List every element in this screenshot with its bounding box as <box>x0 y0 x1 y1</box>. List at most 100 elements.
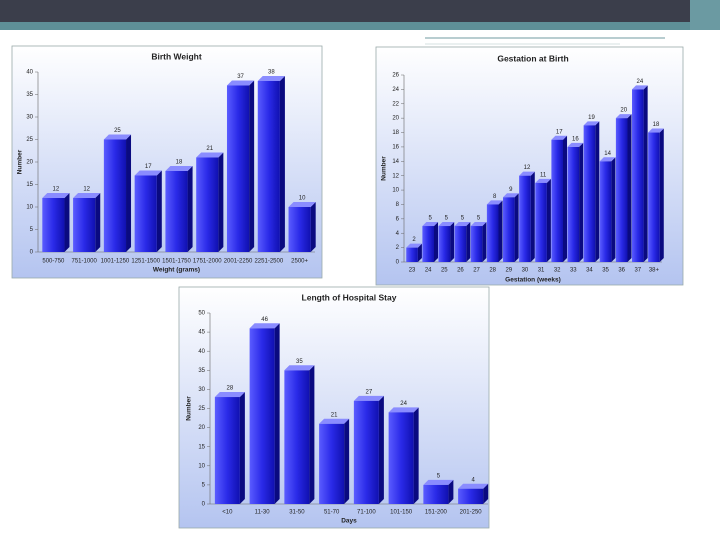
y-tick-label: 6 <box>396 216 400 222</box>
value-label: 9 <box>509 187 513 193</box>
bar <box>284 370 310 504</box>
bar <box>249 328 275 504</box>
value-label: 21 <box>331 412 338 418</box>
bar <box>648 132 660 262</box>
y-tick-label: 0 <box>396 260 400 266</box>
bar-top <box>353 395 384 401</box>
x-tick-label: 101-150 <box>390 510 413 516</box>
x-tick-label: <10 <box>222 510 233 516</box>
x-tick-label: 1001-1250 <box>101 259 130 265</box>
bar <box>458 488 484 504</box>
x-tick-label: 23 <box>409 268 416 274</box>
x-tick-label: 29 <box>505 268 512 274</box>
value-label: 5 <box>477 216 481 222</box>
value-label: 5 <box>461 216 465 222</box>
x-tick-label: 201-250 <box>460 510 483 516</box>
bar <box>503 197 515 262</box>
y-tick-label: 10 <box>392 188 399 194</box>
bar <box>423 484 449 504</box>
x-tick-label: 33 <box>570 268 577 274</box>
chart: Gestation at Birth Gestation (weeks) Numbe… <box>375 46 684 286</box>
bar <box>388 412 414 504</box>
chart: Length of Hospital Stay Days Number 0 5 10 15 2… <box>178 286 490 529</box>
y-tick-label: 35 <box>26 92 33 98</box>
bar-top <box>423 479 454 485</box>
value-label: 11 <box>540 172 547 178</box>
bar <box>319 423 345 504</box>
bar-top <box>42 193 70 198</box>
y-tick-label: 2 <box>396 245 400 251</box>
bar <box>567 146 580 262</box>
chart-title: Length of Hospital Stay <box>302 292 397 302</box>
x-tick-label: 2001-2250 <box>224 259 253 265</box>
value-label: 4 <box>471 477 475 483</box>
bar <box>226 85 250 252</box>
value-label: 25 <box>114 128 121 134</box>
value-label: 24 <box>636 79 643 85</box>
x-tick-label: 2500+ <box>291 259 308 265</box>
bar <box>470 226 483 262</box>
y-tick-label: 50 <box>198 311 205 317</box>
x-tick-label: 35 <box>602 268 609 274</box>
bar-side <box>218 152 224 252</box>
y-tick-label: 14 <box>392 159 399 165</box>
bar-top <box>257 76 285 81</box>
value-label: 10 <box>299 196 306 202</box>
bar-side <box>187 166 193 252</box>
bar-top <box>567 142 584 147</box>
bar-side <box>310 202 316 252</box>
y-tick-label: 16 <box>392 145 399 151</box>
bar <box>103 139 127 252</box>
bar-side <box>279 76 285 252</box>
bar-top <box>422 222 439 227</box>
bar-top <box>388 407 419 413</box>
y-tick-label: 10 <box>198 463 205 469</box>
bar <box>165 171 188 252</box>
value-label: 18 <box>176 160 183 166</box>
x-tick-label: 37 <box>634 268 641 274</box>
bar-side <box>274 323 280 504</box>
y-tick-label: 15 <box>26 182 33 188</box>
chart-title: Gestation at Birth <box>497 53 568 63</box>
accent-band <box>0 22 720 30</box>
y-tick-label: 26 <box>392 73 399 79</box>
bar-side <box>466 222 471 262</box>
bar-top <box>319 418 350 424</box>
bar-side <box>417 243 422 262</box>
value-label: 27 <box>366 389 373 395</box>
x-tick-label: 34 <box>586 268 593 274</box>
value-label: 12 <box>524 165 531 171</box>
x-tick-label: 24 <box>425 268 432 274</box>
x-tick-label: 27 <box>473 268 480 274</box>
bar-side <box>413 407 419 504</box>
bar <box>438 226 451 262</box>
value-label: 20 <box>620 108 627 114</box>
value-label: 28 <box>227 386 234 392</box>
y-tick-label: 5 <box>30 227 34 233</box>
bar-top <box>535 178 551 183</box>
value-label: 5 <box>437 473 441 479</box>
value-label: 21 <box>206 146 213 152</box>
x-axis-label: Gestation (weeks) <box>505 277 561 284</box>
bar-top <box>632 85 648 90</box>
value-label: 38 <box>268 70 275 76</box>
bar-side <box>514 193 519 262</box>
value-label: 35 <box>296 359 303 365</box>
x-tick-label: 28 <box>489 268 496 274</box>
bar-side <box>627 114 632 263</box>
x-tick-label: 25 <box>441 268 448 274</box>
value-label: 37 <box>237 74 244 80</box>
x-tick-label: 2251-2500 <box>254 259 283 265</box>
bar-side <box>433 222 439 262</box>
bar-top <box>486 200 503 205</box>
bar-top <box>599 157 616 162</box>
x-tick-label: 26 <box>457 268 464 274</box>
bar <box>214 397 240 504</box>
bar-side <box>309 365 315 504</box>
y-tick-label: 25 <box>198 406 205 412</box>
bar <box>406 247 418 262</box>
bar-top <box>438 222 455 227</box>
bar <box>257 81 280 252</box>
y-tick-label: 40 <box>26 70 33 76</box>
bar-top <box>458 483 489 489</box>
